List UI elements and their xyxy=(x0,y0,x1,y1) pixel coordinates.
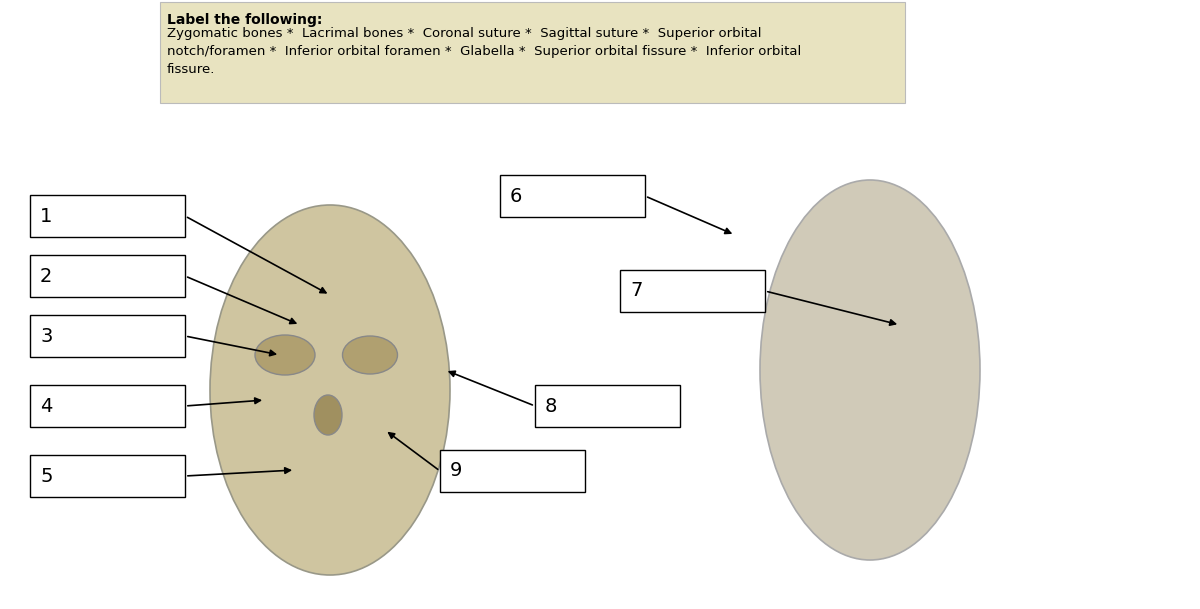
Ellipse shape xyxy=(256,335,314,375)
FancyBboxPatch shape xyxy=(160,2,905,103)
Text: 5: 5 xyxy=(40,466,53,485)
Text: 7: 7 xyxy=(630,281,642,300)
Text: 8: 8 xyxy=(545,396,557,415)
Ellipse shape xyxy=(760,180,980,560)
FancyBboxPatch shape xyxy=(30,195,185,237)
Text: 2: 2 xyxy=(40,267,53,286)
Ellipse shape xyxy=(342,336,397,374)
FancyBboxPatch shape xyxy=(30,255,185,297)
FancyBboxPatch shape xyxy=(30,385,185,427)
Text: fissure.: fissure. xyxy=(167,63,215,76)
Text: 1: 1 xyxy=(40,206,53,225)
FancyBboxPatch shape xyxy=(30,315,185,357)
Text: Zygomatic bones *  Lacrimal bones *  Coronal suture *  Sagittal suture *  Superi: Zygomatic bones * Lacrimal bones * Coron… xyxy=(167,27,762,40)
Text: 4: 4 xyxy=(40,396,53,415)
Text: Label the following:: Label the following: xyxy=(167,13,323,27)
Text: notch/foramen *  Inferior orbital foramen *  Glabella *  Superior orbital fissur: notch/foramen * Inferior orbital foramen… xyxy=(167,45,802,58)
FancyBboxPatch shape xyxy=(500,175,646,217)
Text: 3: 3 xyxy=(40,326,53,345)
FancyBboxPatch shape xyxy=(535,385,680,427)
Ellipse shape xyxy=(314,395,342,435)
Text: 9: 9 xyxy=(450,462,462,481)
Text: 6: 6 xyxy=(510,186,522,205)
FancyBboxPatch shape xyxy=(30,455,185,497)
Ellipse shape xyxy=(210,205,450,575)
FancyBboxPatch shape xyxy=(620,270,766,312)
FancyBboxPatch shape xyxy=(440,450,586,492)
